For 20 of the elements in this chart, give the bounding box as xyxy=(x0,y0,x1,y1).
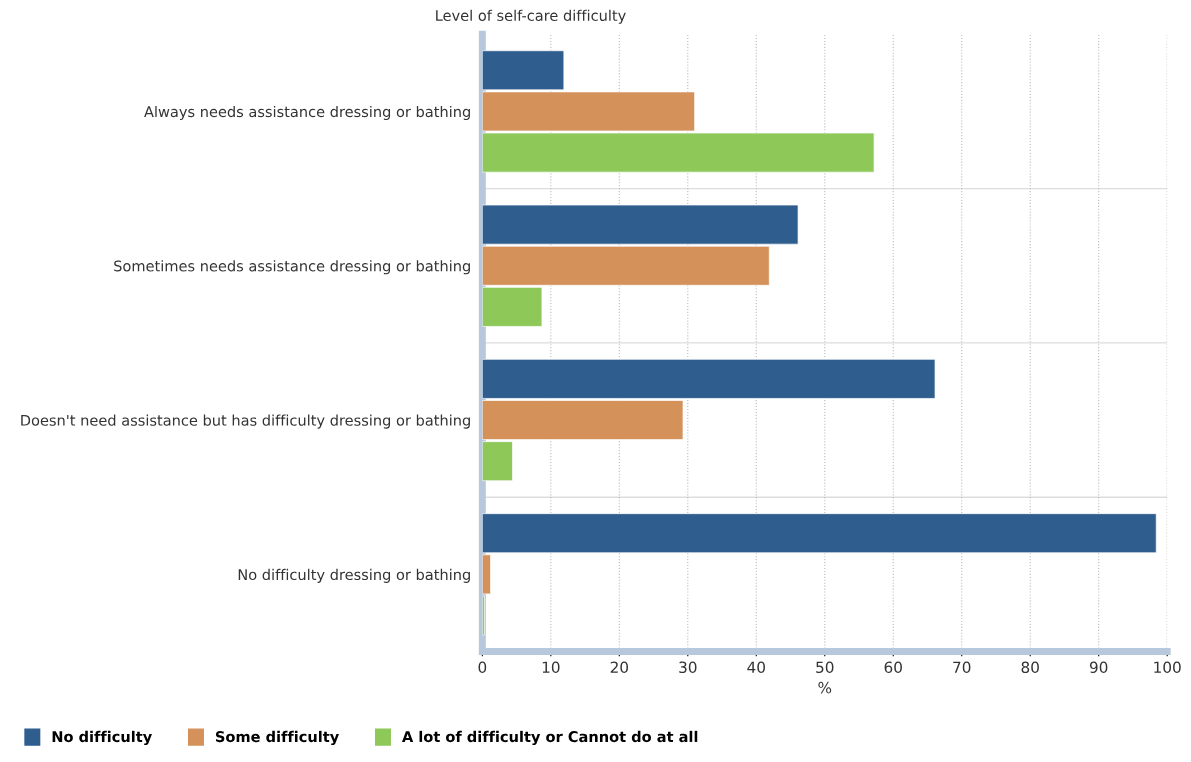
y-tick-label: No difficulty dressing or bathing xyxy=(238,568,470,583)
legend-label: Some difficulty xyxy=(215,730,339,746)
y-tick-label: Always needs assistance dressing or bathing xyxy=(144,105,470,121)
x-tick-label: 70 xyxy=(953,661,971,674)
y-tick-label: Doesn't need assistance but has difficulty dressing or bathing xyxy=(21,414,470,429)
x-tick-label: 80 xyxy=(1021,661,1039,674)
x-tick-label: 10 xyxy=(542,661,560,674)
legend-label: No difficulty xyxy=(52,730,152,746)
x-tick-label: 60 xyxy=(884,661,902,674)
x-tick-label: 20 xyxy=(610,661,629,674)
x-tick-label: 30 xyxy=(679,661,697,674)
x-tick-label: 40 xyxy=(747,661,765,674)
x-axis-title: % xyxy=(818,681,832,694)
x-tick-label: 90 xyxy=(1089,661,1108,674)
y-tick-label: Sometimes needs assistance dressing or bathing xyxy=(114,260,470,275)
y-axis-title: Level of self-care difficulty xyxy=(436,9,626,24)
x-tick-label: 100 xyxy=(1154,661,1181,674)
x-tick-label: 50 xyxy=(816,661,834,674)
x-tick-label: 0 xyxy=(478,661,487,674)
legend-label: A lot of difficulty or Cannot do at all xyxy=(402,730,698,746)
